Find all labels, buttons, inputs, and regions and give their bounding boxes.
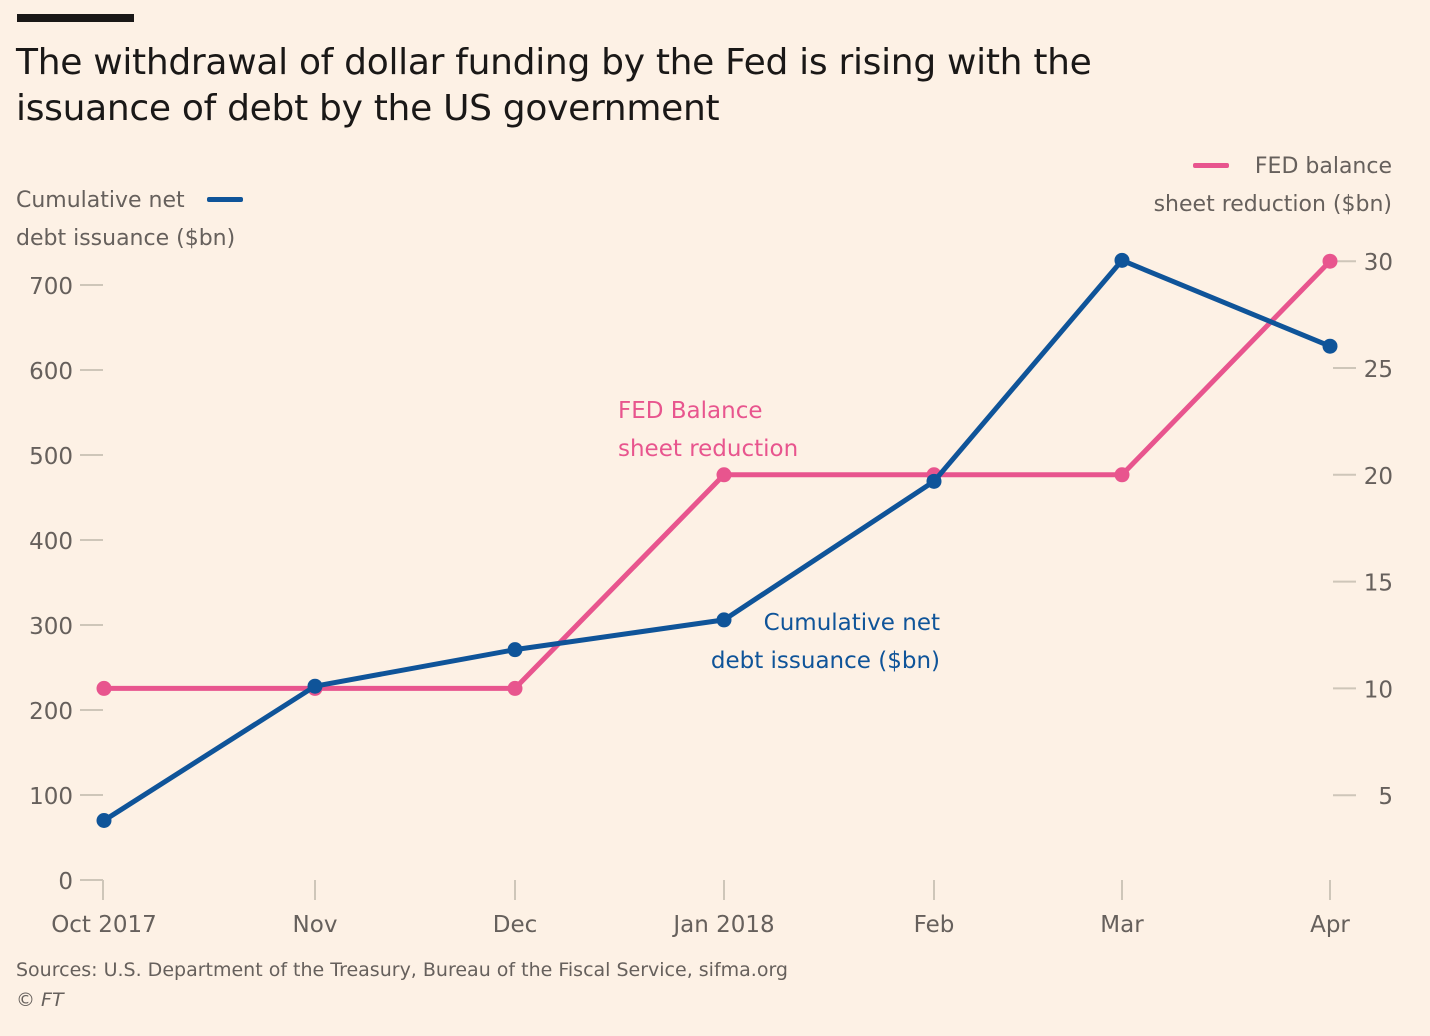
copyright-text: © FT [16, 989, 64, 1011]
right-tick-label: 25 [1364, 357, 1393, 383]
x-axis: Oct 2017 Nov Dec Jan 2018 Feb Mar Apr [51, 880, 1350, 938]
fed-data-point [1114, 467, 1130, 483]
right-axis-title-line-2: sheet reduction ($bn) [1153, 192, 1392, 217]
right-axis-title: FED balance sheet reduction ($bn) [1154, 148, 1392, 224]
right-tick-label: 20 [1364, 464, 1393, 490]
chart-title-line-1: The withdrawal of dollar funding by the … [16, 42, 1092, 83]
left-tick-label: 200 [29, 699, 73, 725]
x-tick-label: Mar [1100, 912, 1144, 938]
left-axis: 0 100 200 300 400 500 600 700 [29, 274, 104, 900]
left-tick-label: 600 [29, 359, 73, 385]
right-tick-label: 10 [1364, 677, 1393, 703]
debt-data-point [96, 813, 112, 828]
series-group [96, 252, 1338, 828]
x-tick-label: Oct 2017 [51, 912, 157, 938]
right-axis: 5 10 15 20 25 30 [1333, 250, 1393, 810]
debt-data-point [716, 612, 732, 628]
debt-annotation-line-1: Cumulative net [764, 610, 940, 636]
debt-data-point [507, 642, 523, 658]
debt-series-line [102, 257, 1331, 823]
right-tick-label: 30 [1364, 250, 1393, 276]
debt-data-point [307, 678, 323, 694]
fed-data-point [96, 680, 112, 696]
x-tick-label: Apr [1310, 912, 1350, 938]
debt-data-point [1114, 252, 1130, 268]
debt-legend-swatch [206, 196, 243, 202]
x-tick-label: Nov [293, 912, 338, 938]
source-note: Sources: U.S. Department of the Treasury… [16, 955, 788, 1015]
fed-data-point [716, 467, 732, 483]
fed-data-point [1322, 253, 1338, 269]
debt-annotation-line-2: debt issuance ($bn) [711, 648, 940, 674]
left-axis-title-line-2: debt issuance ($bn) [16, 226, 236, 251]
x-tick-label: Dec [493, 912, 538, 938]
left-tick-label: 100 [29, 784, 73, 810]
chart-title-line-2: issuance of debt by the US government [16, 88, 720, 129]
fed-data-point [507, 680, 523, 696]
right-tick-label: 5 [1378, 784, 1393, 810]
x-tick-label: Jan 2018 [671, 912, 774, 938]
fed-legend-swatch [1192, 162, 1229, 168]
chart-title: The withdrawal of dollar funding by the … [16, 40, 1216, 132]
left-tick-label: 400 [29, 529, 73, 555]
debt-data-point [926, 473, 942, 489]
left-tick-label: 300 [29, 614, 73, 640]
debt-data-point [1322, 338, 1338, 354]
left-tick-label: 0 [58, 869, 73, 895]
fed-annotation-line-1: FED Balance [618, 398, 763, 424]
left-tick-label: 700 [29, 274, 73, 300]
ft-brand-bar [17, 14, 134, 22]
left-axis-title-line-1: Cumulative net [16, 188, 185, 213]
left-axis-title: Cumulative net debt issuance ($bn) [16, 182, 243, 258]
source-text: Sources: U.S. Department of the Treasury… [16, 959, 788, 981]
right-axis-title-line-1: FED balance [1254, 154, 1392, 179]
right-tick-label: 15 [1364, 571, 1393, 597]
x-tick-label: Feb [914, 912, 955, 938]
left-tick-label: 500 [29, 444, 73, 470]
fed-annotation-line-2: sheet reduction [618, 436, 798, 462]
